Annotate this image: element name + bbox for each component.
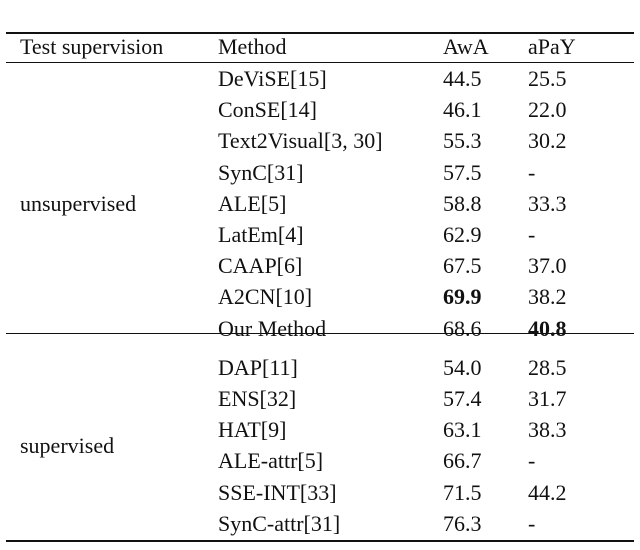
method-cell: LatEm[4]: [218, 222, 304, 247]
value-cell: 63.1: [443, 417, 482, 443]
value-cell: 44.5: [443, 66, 482, 91]
group-label: unsupervised: [20, 190, 137, 216]
method-cell: Our Method: [218, 315, 327, 341]
header-cell: Method: [218, 34, 287, 59]
value-cell: 55.3: [443, 128, 482, 154]
method-cell: DAP[11]: [218, 354, 298, 380]
value-cell: 38.3: [528, 417, 567, 443]
value-cell: 57.5: [443, 159, 482, 185]
method-cell: DeViSE[15]: [218, 66, 327, 91]
value-cell: 66.7: [443, 448, 482, 474]
value-cell: -: [528, 448, 536, 474]
group-label: supervised: [20, 432, 115, 458]
value-cell: 33.3: [528, 190, 567, 216]
value-cell: -: [528, 159, 536, 185]
value-cell: 71.5: [443, 479, 482, 505]
rule: [6, 32, 634, 34]
header-cell: aPaY: [528, 34, 576, 59]
value-cell: 31.7: [528, 386, 567, 411]
rule: [6, 332, 634, 334]
value-cell: 54.0: [443, 354, 482, 380]
value-cell: 44.2: [528, 479, 567, 505]
value-cell: 76.3: [443, 510, 482, 536]
value-cell: 30.2: [528, 128, 567, 154]
method-cell: ALE[5]: [218, 190, 287, 216]
value-cell: -: [528, 222, 536, 247]
method-cell: SynC-attr[31]: [218, 510, 341, 536]
value-cell: 40.8: [528, 315, 567, 341]
value-cell: 67.5: [443, 253, 482, 279]
header-cell: Test supervision: [20, 34, 164, 59]
method-cell: CAAP[6]: [218, 253, 303, 279]
method-cell: ALE-attr[5]: [218, 448, 324, 474]
value-cell: 22.0: [528, 97, 567, 123]
value-cell: 37.0: [528, 253, 567, 279]
value-cell: 62.9: [443, 222, 482, 247]
method-cell: ConSE[14]: [218, 97, 317, 123]
header-cell: AwA: [443, 34, 489, 59]
value-cell: 69.9: [443, 284, 482, 310]
method-cell: HAT[9]: [218, 417, 287, 443]
rule: [6, 540, 634, 542]
value-cell: -: [528, 510, 536, 536]
value-cell: 38.2: [528, 284, 567, 310]
rule: [6, 62, 634, 63]
value-cell: 25.5: [528, 66, 567, 91]
value-cell: 28.5: [528, 354, 567, 380]
method-cell: Text2Visual[3, 30]: [218, 128, 383, 154]
method-cell: SSE-INT[33]: [218, 479, 337, 505]
value-cell: 57.4: [443, 386, 482, 411]
method-cell: ENS[32]: [218, 386, 297, 411]
method-cell: A2CN[10]: [218, 284, 313, 310]
method-cell: SynC[31]: [218, 159, 304, 185]
value-cell: 68.6: [443, 315, 482, 341]
value-cell: 46.1: [443, 97, 482, 123]
value-cell: 58.8: [443, 190, 482, 216]
